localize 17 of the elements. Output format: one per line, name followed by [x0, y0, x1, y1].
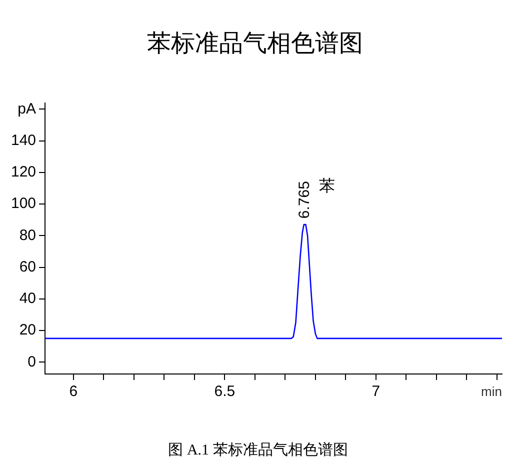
y-tick-label: 0	[28, 353, 36, 370]
y-tick-label: pA	[18, 100, 36, 118]
y-tick-label: 120	[10, 164, 36, 181]
y-tick-label: 80	[19, 226, 36, 244]
x-axis-title: min	[481, 384, 502, 400]
annotation: 苯	[318, 176, 335, 195]
x-tick-label: 6	[69, 383, 78, 400]
chart-title: 苯标准品气相色谱图	[147, 30, 363, 58]
x-tick-label: 7	[372, 383, 380, 400]
y-tick-label: 40	[19, 290, 36, 308]
annotation: 6.765	[296, 181, 313, 219]
y-tick-label: 60	[19, 258, 36, 276]
y-tick-label: 140	[10, 132, 36, 149]
x-tick-label: 6.5	[214, 383, 236, 400]
y-tick-label: 20	[19, 322, 36, 339]
y-tick-label: 100	[10, 195, 36, 212]
text: 图 A.1 苯标准品气相色谱图	[168, 441, 348, 458]
